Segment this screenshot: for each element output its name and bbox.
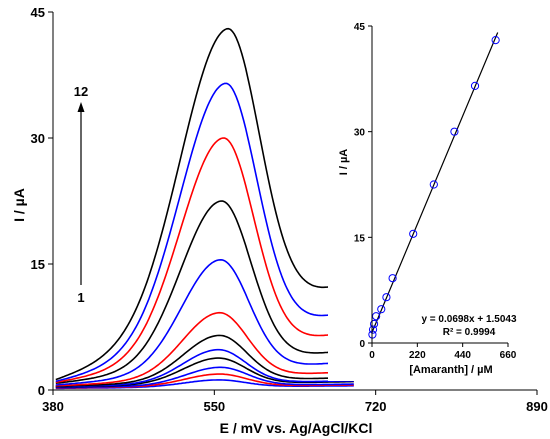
inset-data-point: [470, 81, 480, 90]
inset-chart: 0 220 440 660 0 15 30 45 [Amaranth] / µM I / µ…: [328, 12, 544, 381]
voltammogram-curve-7: [55, 311, 354, 387]
main-y-tick-label: 30: [31, 131, 45, 146]
main-x-tick-label: 380: [42, 399, 64, 414]
voltammogram-curve-3: [55, 366, 354, 389]
main-curves: [55, 27, 355, 390]
series-order-arrow: 12 1: [74, 84, 88, 305]
main-chart: 380 550 720 890 0 15 30 45 E / mV vs. Ag/AgCl/…: [11, 5, 548, 436]
inset-data-point: [369, 319, 379, 329]
main-x-axis-label: E / mV vs. Ag/AgCl/KCl: [220, 420, 373, 436]
inset-frame: [328, 12, 544, 381]
inset-data-point: [372, 312, 381, 321]
inset-data-point: [377, 305, 386, 314]
inset-axes: [371, 26, 508, 344]
inset-x-tick-label: 0: [369, 350, 375, 361]
main-x-tick-label: 890: [526, 399, 548, 414]
voltammogram-curve-11: [55, 82, 355, 383]
inset-data-point: [409, 229, 418, 238]
arrow-start-label: 1: [77, 290, 84, 305]
voltammogram-curve-10: [55, 137, 354, 384]
voltammogram-curve-5: [55, 348, 354, 388]
voltammogram-curve-6: [55, 334, 354, 388]
inset-data-point: [450, 127, 459, 136]
voltammogram-curve-12: [55, 27, 355, 381]
main-axes: [52, 12, 537, 391]
inset-x-axis-label: [Amaranth] / µM: [409, 364, 492, 376]
main-y-tick-label: 15: [31, 257, 45, 272]
arrow-end-label: 12: [74, 84, 88, 99]
inset-y-tick-label: 15: [354, 233, 366, 244]
inset-fit-equation: y = 0.0698x + 1.5043: [421, 314, 517, 325]
inset-x-ticks: 0 220 440 660: [369, 343, 517, 361]
main-y-tick-label: 45: [31, 5, 45, 20]
inset-x-tick-label: 440: [454, 350, 471, 361]
inset-y-axis-label: I / µA: [338, 149, 350, 176]
main-y-ticks: 0 15 30 45: [31, 5, 53, 398]
inset-data-point: [388, 274, 397, 283]
main-x-ticks: 380 550 720 890: [42, 390, 548, 414]
inset-y-tick-label: 45: [354, 22, 366, 33]
inset-x-tick-label: 220: [409, 350, 426, 361]
voltammogram-curve-9: [55, 200, 354, 384]
inset-y-ticks: 0 15 30 45: [354, 22, 372, 350]
inset-r-squared: R² = 0.9994: [443, 327, 496, 338]
inset-y-tick-label: 0: [359, 339, 365, 350]
inset-data-point: [429, 180, 438, 189]
inset-points: [368, 35, 500, 339]
inset-data-point: [491, 35, 500, 45]
inset-data-point: [368, 325, 378, 334]
main-y-tick-label: 0: [38, 383, 45, 398]
main-y-axis-label: I / µA: [11, 188, 27, 222]
main-x-tick-label: 720: [365, 399, 387, 414]
main-x-tick-label: 550: [203, 399, 225, 414]
inset-x-tick-label: 660: [500, 350, 517, 361]
voltammogram-curve-8: [55, 258, 354, 386]
inset-y-tick-label: 30: [354, 128, 366, 139]
inset-data-point: [382, 293, 391, 302]
